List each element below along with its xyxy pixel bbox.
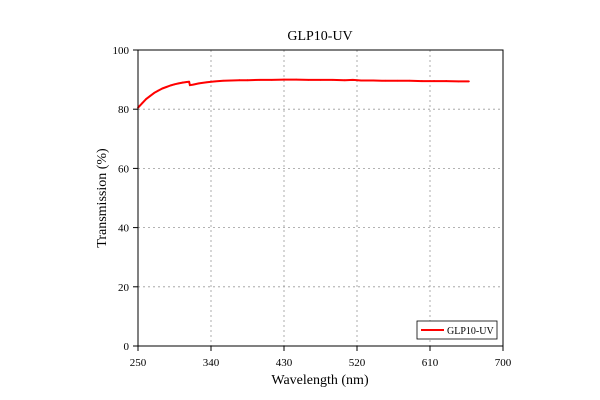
data-point [433,80,435,82]
y-axis-label: Transmission (%) [95,148,110,248]
y-tick-label: 40 [118,223,130,235]
data-point [331,78,334,81]
data-point [372,79,375,82]
data-point [181,81,184,84]
data-point [222,79,225,82]
legend-box [416,320,498,340]
x-tick-label: 520 [349,357,366,369]
data-point [161,87,164,90]
data-point [360,79,362,82]
data-point [153,92,156,94]
data-point [188,80,191,83]
y-tick-label: 100 [113,45,130,57]
data-point [149,94,152,97]
y-tick-label: 80 [118,104,130,116]
data-point [246,79,249,82]
legend-label: GLP10-UV [447,326,494,337]
data-point [420,80,423,82]
x-tick-label: 250 [130,357,147,369]
data-point [157,89,160,92]
x-tick-label: 430 [276,357,293,369]
axis-ticks: 250 340 430 520 610 700 0 20 40 60 80 100 [113,45,512,369]
x-tick-label: 700 [495,357,512,369]
legend: GLP10-UV [416,320,498,340]
data-point [445,80,448,82]
data-point [238,79,241,82]
data-point [258,78,261,81]
data-point [185,81,188,83]
x-tick-label: 340 [203,357,220,369]
data-point [468,80,470,83]
grid [138,50,503,346]
data-point [177,82,180,85]
data-point [352,78,354,81]
data-point [295,78,298,81]
data-point [169,84,172,87]
data-point [319,78,322,81]
data-point [214,80,216,83]
series-line [137,78,469,109]
y-tick-label: 0 [124,341,130,353]
data-point [145,98,148,101]
data-point [173,83,176,86]
data-point [270,78,273,81]
data-point [197,82,200,85]
data-point [165,86,168,88]
data-point [230,79,233,82]
y-tick-label: 20 [118,282,130,294]
data-point [206,81,208,84]
data-point [283,78,285,81]
data-point [396,79,399,82]
chart-title: GLP10-UV [287,29,352,44]
data-point [457,80,460,83]
y-tick-label: 60 [118,163,130,175]
data-point [384,79,387,82]
data-point [307,78,310,81]
data-point [408,79,411,82]
data-point [192,83,195,86]
series-layer [137,78,470,109]
plot-frame [137,49,504,347]
data-point [343,79,346,82]
x-tick-label: 610 [422,357,439,369]
x-axis-label: Wavelength (nm) [271,373,369,388]
data-point [189,84,191,87]
data-point [141,102,143,105]
